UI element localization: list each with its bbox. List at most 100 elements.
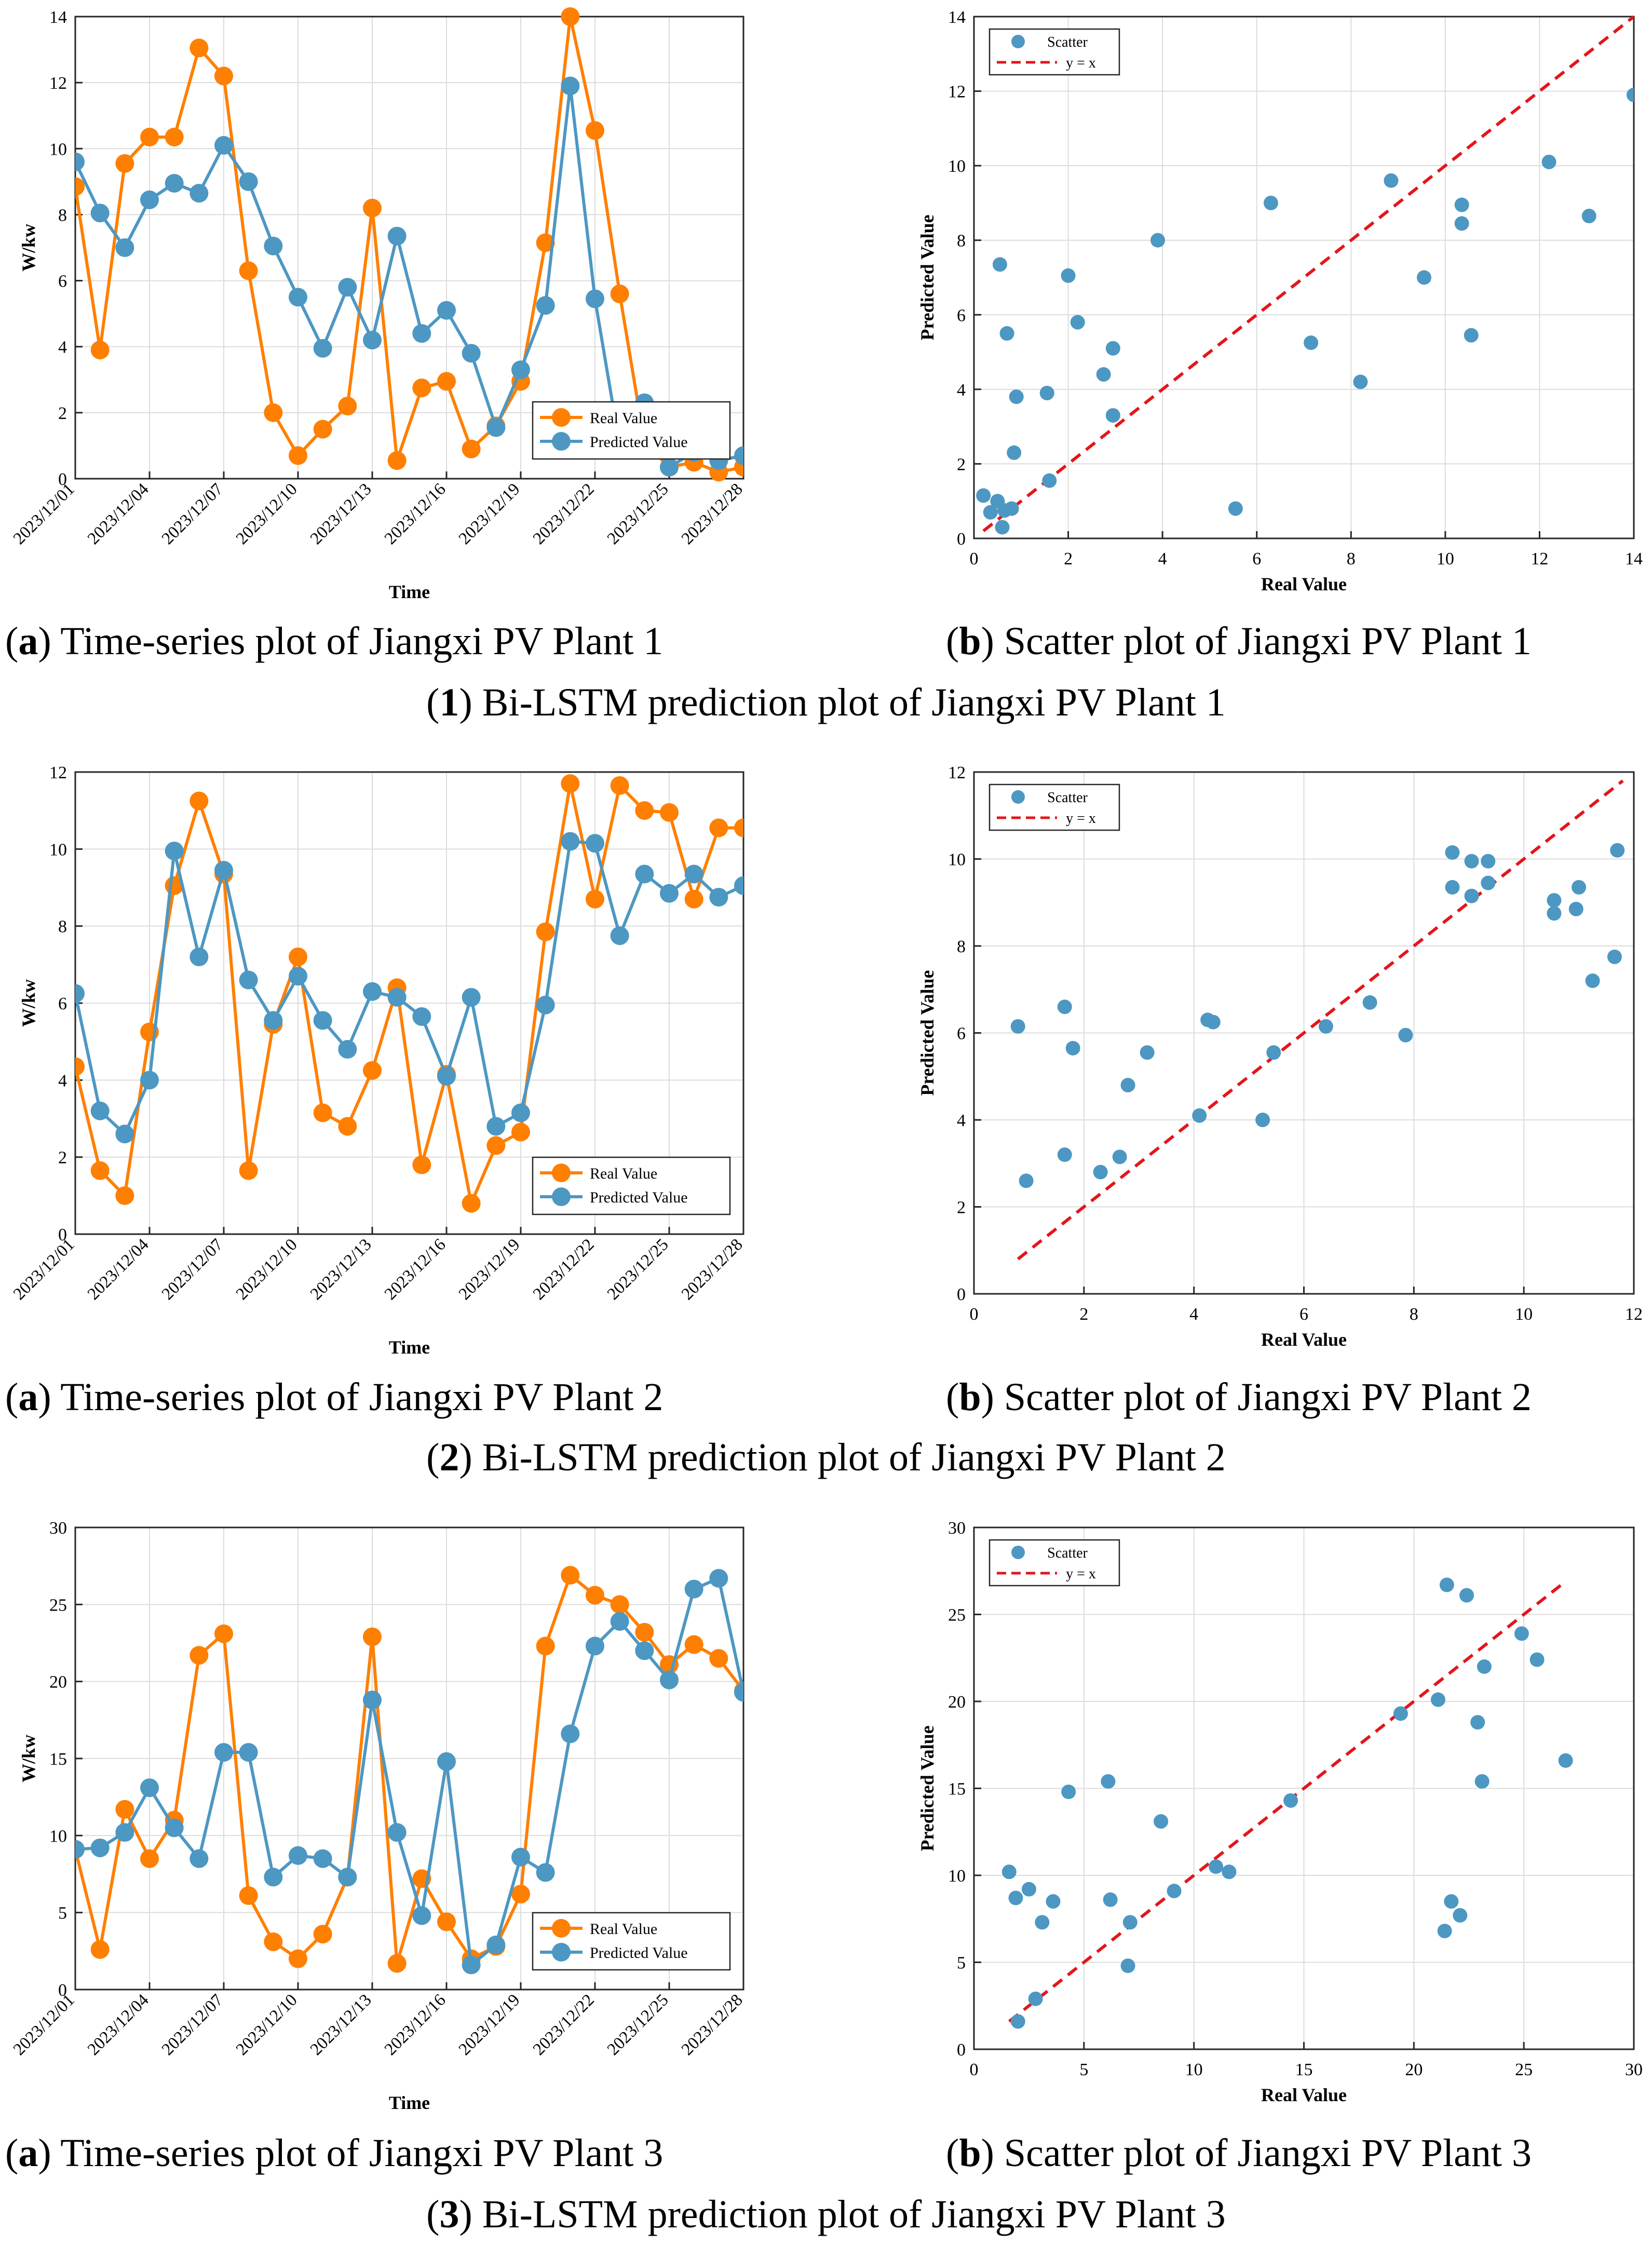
scatter-point: [1393, 1706, 1408, 1721]
scatter-point: [1318, 1019, 1333, 1034]
scatter-point: [1046, 1894, 1061, 1909]
data-point: [115, 1186, 134, 1205]
x-tick-label: 10: [1437, 549, 1454, 569]
data-point: [289, 1846, 307, 1865]
x-tick-label: 2023/12/01: [10, 1235, 78, 1304]
legend-marker: [1011, 1546, 1025, 1559]
y-tick-label: 10: [49, 140, 67, 159]
scatter-point: [1607, 949, 1622, 964]
y-tick-label: 2: [58, 1148, 67, 1168]
scatter-point: [1568, 901, 1583, 916]
data-point: [586, 1586, 604, 1605]
data-point: [363, 198, 382, 218]
x-tick-label: 0: [970, 2060, 979, 2079]
x-tick-label: 6: [1252, 549, 1261, 569]
data-point: [363, 331, 382, 349]
data-point: [511, 1103, 530, 1122]
data-point: [165, 128, 184, 147]
ideal-line: [982, 15, 1634, 532]
legend-marker: [1011, 35, 1025, 48]
scatter-point: [1430, 1692, 1445, 1707]
data-point: [214, 1743, 233, 1762]
y-tick-label: 6: [957, 306, 966, 325]
scatter-point: [1266, 1045, 1281, 1060]
legend-marker: [1011, 790, 1025, 804]
scatter-point: [1206, 1015, 1221, 1030]
axes-box: [74, 16, 744, 480]
data-point: [437, 1752, 456, 1771]
series-line: [75, 15, 743, 474]
data-point: [338, 1040, 357, 1059]
scatter-point: [976, 488, 991, 503]
data-point: [189, 1849, 209, 1868]
data-point: [660, 884, 679, 903]
legend-label: Scatter: [1047, 1545, 1088, 1561]
y-tick-label: 12: [49, 74, 67, 93]
data-point: [75, 984, 85, 1003]
data-point: [536, 296, 555, 315]
scatter-point: [1035, 1915, 1050, 1930]
data-point: [660, 1670, 679, 1689]
data-point: [387, 1823, 407, 1842]
data-point: [289, 948, 307, 966]
chart-sc3: 0 5 10 15 20 25 30 0 5 10 15 20 25 30 Real Value Predic…: [917, 1519, 1643, 2105]
data-point: [313, 339, 332, 358]
legend: Scatter y = x: [989, 1539, 1120, 1587]
x-tick-label: 2023/12/19: [455, 480, 524, 548]
data-point: [264, 1011, 283, 1030]
data-point: [115, 154, 134, 173]
legend: Scatter y = x: [989, 783, 1120, 831]
y-tick-labels: 0 2 4 6 8 10 12 14: [948, 8, 966, 549]
data-point: [140, 1778, 159, 1797]
data-point: [363, 1627, 382, 1646]
x-tick-label: 2023/12/16: [381, 480, 450, 548]
data-point: [511, 1885, 530, 1904]
y-tick-label: 10: [948, 850, 966, 870]
scatter-points: [1001, 1577, 1573, 2029]
legend-label: Scatter: [1047, 790, 1088, 806]
legend-box: [989, 28, 1120, 76]
data-point: [313, 1011, 332, 1030]
legend-label: y = x: [1066, 55, 1096, 71]
data-point: [462, 1955, 481, 1974]
legend-box: [989, 1539, 1120, 1587]
data-point: [437, 372, 456, 391]
subcaption-1a: (a) Time-series plot of Jiangxi PV Plant…: [5, 619, 663, 663]
subcaption-3b: (b) Scatter plot of Jiangxi PV Plant 3: [946, 2131, 1532, 2175]
data-point: [338, 278, 357, 297]
data-point: [561, 774, 580, 793]
data-point: [561, 1565, 580, 1585]
legend-marker: [552, 1187, 571, 1206]
x-axis-label: Real Value: [1261, 1329, 1347, 1350]
subcaption-2b: (b) Scatter plot of Jiangxi PV Plant 2: [946, 1375, 1532, 1419]
data-point: [239, 1743, 258, 1762]
x-tick-label: 2023/12/28: [678, 1235, 747, 1304]
x-tick-label: 10: [1515, 1305, 1533, 1324]
legend-label: Real Value: [590, 1165, 657, 1182]
x-tick-label: 2023/12/13: [307, 480, 375, 548]
data-point: [586, 121, 604, 140]
data-point: [387, 226, 407, 246]
data-point: [239, 970, 258, 990]
y-tick-label: 8: [957, 232, 966, 251]
x-tick-label: 4: [1158, 549, 1167, 569]
x-tick-label: 2023/12/04: [84, 1235, 153, 1304]
scatter-point: [1010, 2014, 1025, 2029]
scatter-point: [1192, 1108, 1207, 1123]
data-point: [734, 446, 743, 465]
legend-marker: [552, 1919, 571, 1938]
data-point: [412, 1155, 431, 1174]
data-point: [684, 1635, 703, 1654]
x-axis-label: Real Value: [1261, 2085, 1347, 2105]
scatter-point: [1120, 1078, 1135, 1092]
plot-area: [1010, 779, 1625, 1261]
scatter-point: [1445, 880, 1460, 895]
data-point: [90, 1940, 110, 1959]
data-point: [734, 1683, 743, 1702]
scatter-point: [1304, 335, 1319, 350]
x-axis-label: Time: [389, 1337, 430, 1358]
row-1-captions: (a) Time-series plot of Jiangxi PV Plant…: [5, 619, 1532, 724]
